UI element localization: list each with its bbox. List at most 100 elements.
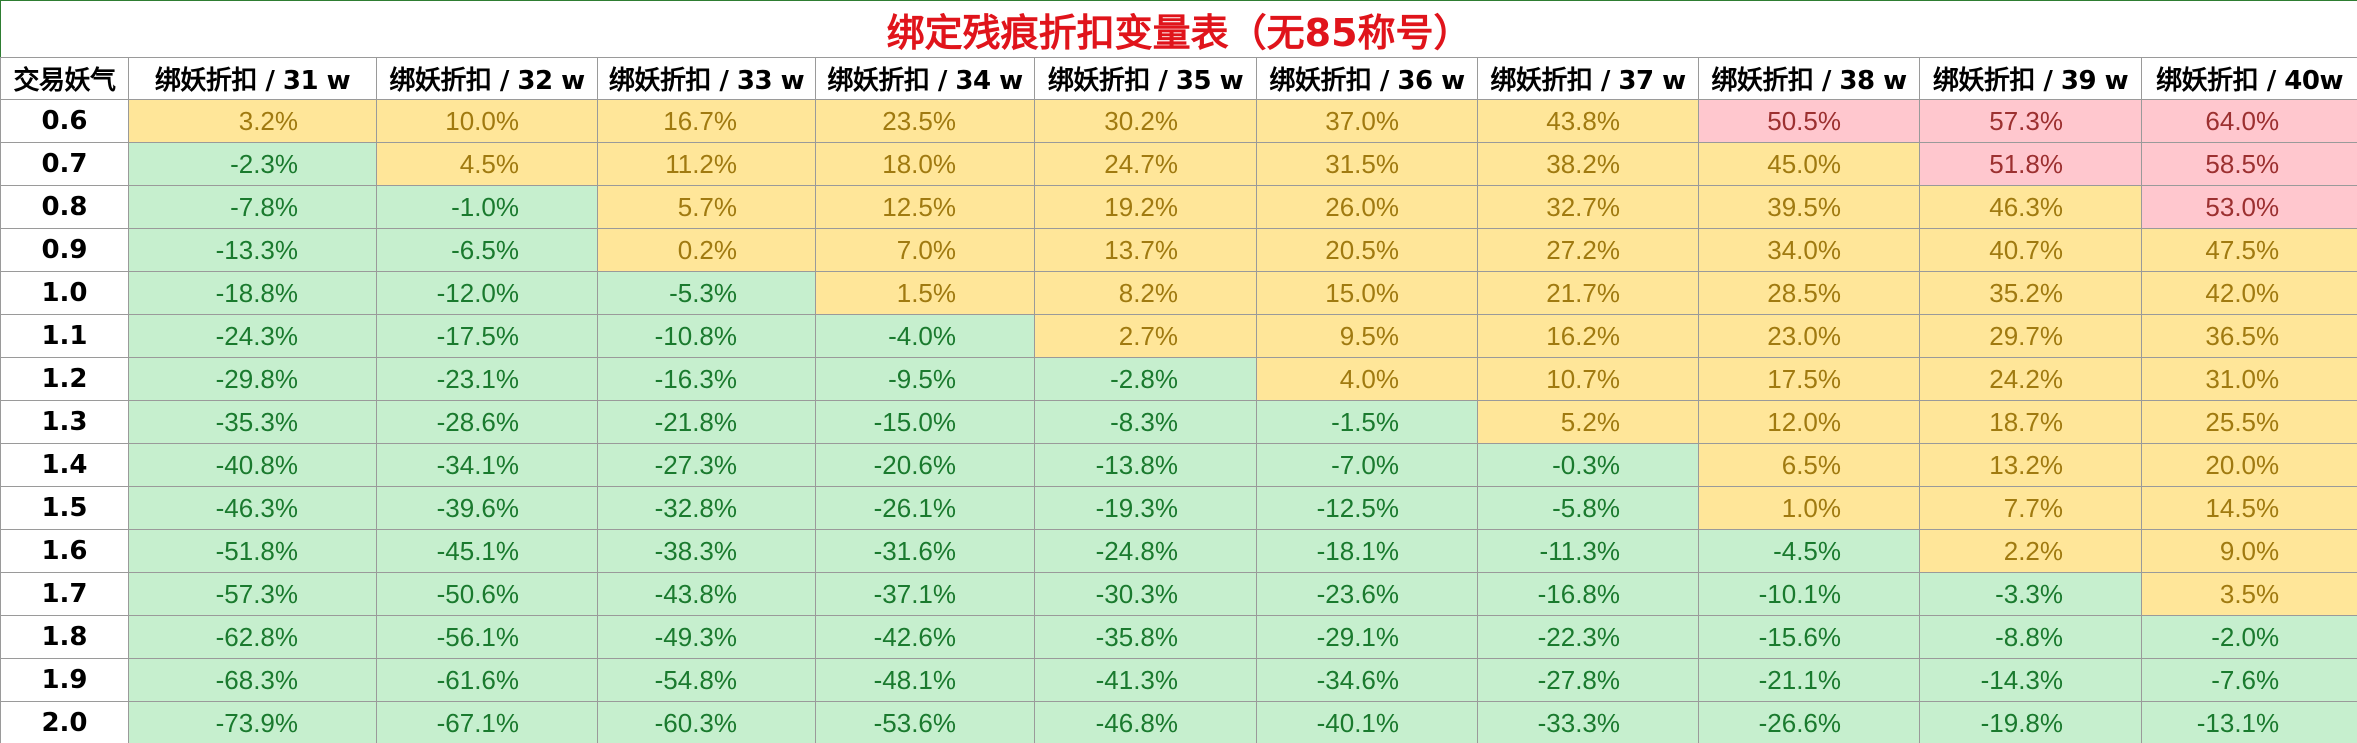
discount-cell: 37.0% (1256, 99, 1478, 143)
discount-cell: 23.0% (1698, 314, 1920, 358)
discount-cell: -2.3% (128, 142, 377, 186)
discount-cell: 19.2% (1034, 185, 1257, 229)
discount-cell: 2.7% (1034, 314, 1257, 358)
discount-cell: -6.5% (376, 228, 598, 272)
data-row: 1.1 -24.3% -17.5% -10.8% -4.0% 2.7% 9.5% 16.2% 2… (0, 314, 2357, 358)
column-header: 绑妖折扣 / 37 w (1477, 57, 1699, 100)
discount-cell: -31.6% (815, 529, 1035, 573)
discount-cell: -7.8% (128, 185, 377, 229)
row-label: 2.0 (0, 701, 129, 743)
discount-cell: -40.1% (1256, 701, 1478, 743)
discount-cell: -10.8% (597, 314, 816, 358)
discount-cell: -8.8% (1919, 615, 2142, 659)
discount-cell: -17.5% (376, 314, 598, 358)
discount-cell: 38.2% (1477, 142, 1699, 186)
discount-cell: -46.8% (1034, 701, 1257, 743)
discount-cell: -21.1% (1698, 658, 1920, 702)
discount-cell: -5.8% (1477, 486, 1699, 530)
data-row: 0.7 -2.3% 4.5% 11.2% 18.0% 24.7% 31.5% 38.2% 45.… (0, 142, 2357, 186)
discount-cell: 0.2% (597, 228, 816, 272)
discount-cell: 13.7% (1034, 228, 1257, 272)
discount-cell: 34.0% (1698, 228, 1920, 272)
discount-cell: 50.5% (1698, 99, 1920, 143)
column-header: 交易妖气 (0, 57, 129, 100)
discount-cell: 15.0% (1256, 271, 1478, 315)
discount-cell: -19.8% (1919, 701, 2142, 743)
discount-cell: 3.2% (128, 99, 377, 143)
discount-cell: 9.5% (1256, 314, 1478, 358)
discount-cell: 16.2% (1477, 314, 1699, 358)
discount-cell: -5.3% (597, 271, 816, 315)
discount-cell: -26.1% (815, 486, 1035, 530)
data-row: 1.4 -40.8% -34.1% -27.3% -20.6% -13.8% -7.0% -0… (0, 443, 2357, 487)
discount-cell: -1.0% (376, 185, 598, 229)
discount-cell: 14.5% (2140, 486, 2357, 530)
title-row: 绑定残痕折扣变量表（无85称号） (0, 0, 2357, 58)
data-row: 1.7 -57.3% -50.6% -43.8% -37.1% -30.3% -23.6% -… (0, 572, 2357, 616)
discount-cell: -19.3% (1034, 486, 1257, 530)
discount-cell: -11.3% (1477, 529, 1699, 573)
discount-cell: -57.3% (128, 572, 377, 616)
discount-cell: 42.0% (2140, 271, 2357, 315)
row-label: 0.6 (0, 99, 129, 143)
discount-cell: 23.5% (815, 99, 1035, 143)
discount-cell: -45.1% (376, 529, 598, 573)
table-title: 绑定残痕折扣变量表（无85称号） (0, 0, 2357, 58)
discount-cell: -48.1% (815, 658, 1035, 702)
discount-cell: -9.5% (815, 357, 1035, 401)
discount-cell: 31.5% (1256, 142, 1478, 186)
discount-cell: -13.1% (2140, 701, 2357, 743)
discount-cell: -68.3% (128, 658, 377, 702)
row-label: 0.7 (0, 142, 129, 186)
data-row: 1.5 -46.3% -39.6% -32.8% -26.1% -19.3% -12.5% -… (0, 486, 2357, 530)
discount-cell: -16.3% (597, 357, 816, 401)
discount-cell: -22.3% (1477, 615, 1699, 659)
row-label: 1.3 (0, 400, 129, 444)
discount-cell: -8.3% (1034, 400, 1257, 444)
discount-cell: 11.2% (597, 142, 816, 186)
discount-cell: 1.5% (815, 271, 1035, 315)
column-header: 绑妖折扣 / 40w (2140, 57, 2357, 100)
discount-cell: 26.0% (1256, 185, 1478, 229)
discount-cell: -23.6% (1256, 572, 1478, 616)
discount-cell: 16.7% (597, 99, 816, 143)
discount-cell: -10.1% (1698, 572, 1920, 616)
discount-cell: -61.6% (376, 658, 598, 702)
column-header: 绑妖折扣 / 38 w (1698, 57, 1920, 100)
discount-cell: -28.6% (376, 400, 598, 444)
row-label: 1.5 (0, 486, 129, 530)
discount-cell: 7.0% (815, 228, 1035, 272)
row-label: 0.8 (0, 185, 129, 229)
discount-cell: 13.2% (1919, 443, 2142, 487)
discount-cell: 30.2% (1034, 99, 1257, 143)
data-row: 1.0 -18.8% -12.0% -5.3% 1.5% 8.2% 15.0% 21.7% 28… (0, 271, 2357, 315)
column-header: 绑妖折扣 / 36 w (1256, 57, 1478, 100)
discount-cell: -35.3% (128, 400, 377, 444)
data-row: 2.0 -73.9% -67.1% -60.3% -53.6% -46.8% -40.1% -… (0, 701, 2357, 743)
discount-cell: 12.0% (1698, 400, 1920, 444)
row-label: 1.7 (0, 572, 129, 616)
discount-cell: -3.3% (1919, 572, 2142, 616)
row-label: 1.8 (0, 615, 129, 659)
discount-cell: 43.8% (1477, 99, 1699, 143)
column-header: 绑妖折扣 / 39 w (1919, 57, 2142, 100)
discount-cell: -50.6% (376, 572, 598, 616)
discount-cell: -7.6% (2140, 658, 2357, 702)
row-label: 0.9 (0, 228, 129, 272)
row-label: 1.1 (0, 314, 129, 358)
data-row: 1.9 -68.3% -61.6% -54.8% -48.1% -41.3% -34.6% -… (0, 658, 2357, 702)
discount-cell: 47.5% (2140, 228, 2357, 272)
discount-cell: 25.5% (2140, 400, 2357, 444)
discount-cell: 51.8% (1919, 142, 2142, 186)
discount-cell: -0.3% (1477, 443, 1699, 487)
row-label: 1.9 (0, 658, 129, 702)
column-header: 绑妖折扣 / 35 w (1034, 57, 1257, 100)
discount-cell: -34.6% (1256, 658, 1478, 702)
discount-cell: -21.8% (597, 400, 816, 444)
discount-cell: 46.3% (1919, 185, 2142, 229)
data-row: 1.6 -51.8% -45.1% -38.3% -31.6% -24.8% -18.1% -… (0, 529, 2357, 573)
data-row: 0.6 3.2% 10.0% 16.7% 23.5% 30.2% 37.0% 43.8% 50.… (0, 99, 2357, 143)
discount-cell: -7.0% (1256, 443, 1478, 487)
discount-cell: -34.1% (376, 443, 598, 487)
